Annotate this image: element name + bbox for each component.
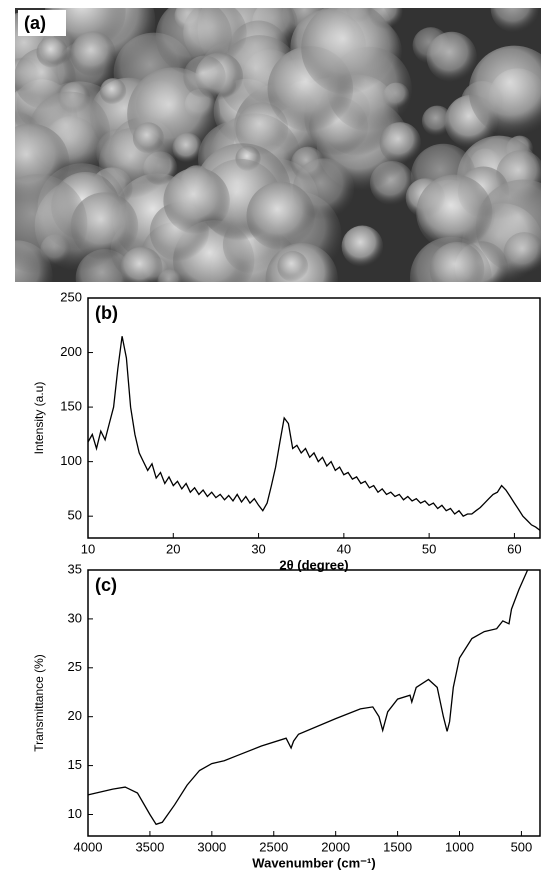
particle: [301, 8, 395, 95]
particle: [70, 31, 116, 77]
particle: [99, 78, 127, 105]
particle: [120, 246, 163, 282]
particle: [341, 225, 384, 267]
particle: [421, 105, 453, 137]
y-tick-label: 50: [68, 508, 82, 523]
data-line: [87, 569, 529, 826]
label-box: [18, 10, 66, 36]
x-tick-label: 50: [422, 541, 436, 556]
particle: [277, 251, 309, 282]
particle: [70, 192, 139, 260]
x-tick-label: 20: [166, 541, 180, 556]
x-tick-label: 30: [251, 541, 265, 556]
particle: [379, 122, 421, 164]
particle: [416, 174, 493, 251]
particle: [155, 8, 232, 75]
y-tick-label: 10: [68, 806, 82, 821]
x-tick-label: 40: [337, 541, 351, 556]
y-tick-label: 250: [60, 289, 82, 304]
particle: [490, 8, 539, 33]
y-axis-label: Transmittance (%): [32, 654, 46, 752]
y-tick-label: 30: [68, 610, 82, 625]
y-tick-label: 20: [68, 708, 82, 723]
particle: [235, 102, 289, 156]
x-tick-label: 60: [507, 541, 521, 556]
panel-label: (b): [95, 303, 118, 323]
x-tick-label: 1500: [383, 839, 412, 854]
sem-image: [15, 8, 541, 282]
panel-label: (c): [95, 575, 117, 595]
x-tick-label: 500: [511, 839, 533, 854]
x-tick-label: 4000: [74, 839, 103, 854]
x-tick-label: 2000: [321, 839, 350, 854]
particle: [172, 132, 203, 163]
x-tick-label: 1000: [445, 839, 474, 854]
x-axis-label: 2θ (degree): [279, 557, 348, 572]
x-tick-label: 3000: [197, 839, 226, 854]
x-tick-label: 3500: [135, 839, 164, 854]
y-tick-label: 35: [68, 561, 82, 576]
particle: [15, 174, 88, 274]
plot-frame: [87, 569, 541, 837]
particle: [429, 242, 485, 282]
plot-frame: [87, 297, 541, 539]
y-tick-label: 100: [60, 453, 82, 468]
y-tick-label: 150: [60, 399, 82, 414]
particle: [246, 181, 315, 250]
x-axis-label: Wavenumber (cm⁻¹): [252, 855, 375, 870]
y-tick-label: 25: [68, 659, 82, 674]
particle: [468, 45, 541, 137]
image-label: (a): [24, 13, 46, 33]
y-tick-label: 15: [68, 757, 82, 772]
x-tick-label: 2500: [259, 839, 288, 854]
particle: [157, 269, 183, 282]
y-axis-label: Intensity (a.u): [32, 382, 46, 455]
particle: [503, 232, 541, 274]
data-line: [87, 336, 541, 531]
particle: [132, 122, 164, 154]
y-tick-label: 200: [60, 344, 82, 359]
x-tick-label: 10: [81, 541, 95, 556]
particle: [163, 167, 230, 235]
particle: [426, 31, 477, 82]
particle: [36, 36, 68, 68]
